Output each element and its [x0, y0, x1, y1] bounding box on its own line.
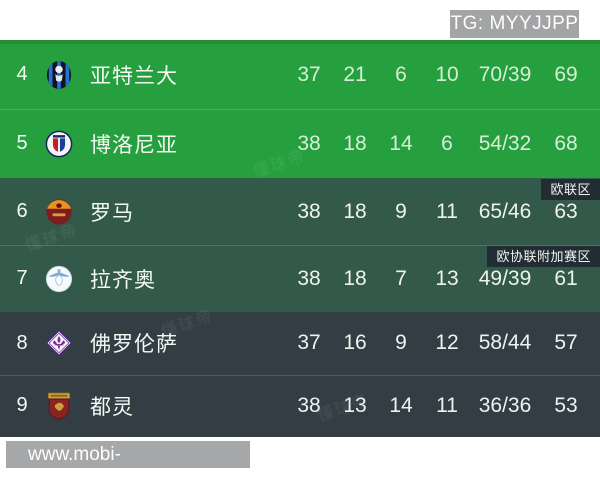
zone-badge-conference-playoff: 欧协联附加赛区: [487, 246, 600, 267]
site-url-badge: www.mobi-12betsport.com: [6, 441, 250, 480]
rank-label: 8: [16, 331, 28, 354]
stat-played: 38: [297, 199, 321, 223]
stat-drawn: 7: [395, 266, 407, 290]
stat-played: 38: [297, 131, 321, 155]
team-name: 拉齐奥: [90, 268, 156, 292]
rank-label: 7: [16, 267, 28, 289]
stat-goals: 36/36: [478, 393, 532, 417]
stat-drawn: 14: [389, 393, 413, 417]
rank-label: 9: [16, 394, 28, 417]
stat-points: 53: [554, 393, 578, 417]
rank-label: 6: [16, 200, 28, 222]
stat-lost: 6: [441, 131, 453, 155]
stat-points: 63: [554, 199, 578, 223]
stat-goals: 49/39: [478, 266, 532, 290]
stat-lost: 13: [435, 266, 459, 290]
table-row[interactable]: 8 佛罗伦萨 37 16 9 12 58/44 57: [0, 312, 600, 375]
bologna-logo-icon: [44, 128, 74, 160]
stat-lost: 12: [435, 331, 459, 355]
stat-drawn: 6: [395, 62, 407, 86]
stat-goals: 70/39: [478, 62, 532, 86]
stat-played: 37: [297, 331, 321, 355]
stat-played: 37: [297, 62, 321, 86]
team-name: 佛罗伦萨: [90, 333, 178, 357]
torino-logo-icon: [44, 390, 74, 422]
stat-points: 61: [554, 266, 578, 290]
stat-points: 68: [554, 131, 578, 155]
fiorentina-logo-icon: [44, 327, 74, 359]
rank-label: 4: [16, 63, 28, 85]
stat-won: 21: [343, 62, 367, 86]
stat-won: 18: [343, 266, 367, 290]
stat-goals: 54/32: [478, 131, 532, 155]
stat-won: 16: [343, 331, 367, 355]
stat-drawn: 14: [389, 131, 413, 155]
team-name: 博洛尼亚: [90, 133, 178, 157]
atalanta-logo-icon: [44, 59, 74, 91]
team-name: 亚特兰大: [90, 64, 178, 88]
stat-lost: 10: [435, 62, 459, 86]
lazio-logo-icon: [44, 263, 74, 295]
stat-drawn: 9: [395, 331, 407, 355]
stat-goals: 58/44: [478, 331, 532, 355]
stat-points: 57: [554, 331, 578, 355]
telegram-ad-badge: TG: MYYJJPP: [450, 10, 579, 38]
table-row[interactable]: 欧联区 6 罗马 38 18 9 11 65/46 63: [0, 178, 600, 245]
table-row[interactable]: 9 都灵 38 13 14 11 36/36 53: [0, 374, 600, 437]
roma-logo-icon: [44, 196, 74, 228]
stat-won: 18: [343, 131, 367, 155]
table-row[interactable]: 4 亚特兰大 37 21 6 10 70/39: [0, 40, 600, 109]
zone-badge-europa-league: 欧联区: [541, 179, 600, 200]
stat-lost: 11: [436, 393, 458, 417]
team-name: 罗马: [90, 201, 134, 225]
standings-table: 4 亚特兰大 37 21 6 10 70/39: [0, 40, 600, 437]
stat-points: 69: [554, 62, 578, 86]
table-row[interactable]: 5 博洛尼亚 38 18 14 6 54/32 68: [0, 109, 600, 178]
stat-played: 38: [297, 266, 321, 290]
stat-lost: 11: [436, 199, 458, 223]
team-name: 都灵: [90, 395, 134, 419]
stat-won: 18: [343, 199, 367, 223]
stat-won: 13: [343, 393, 367, 417]
stat-drawn: 9: [395, 199, 407, 223]
stat-goals: 65/46: [478, 199, 532, 223]
table-row[interactable]: 欧协联附加赛区 7 拉齐奥 38 18 7 13 49/39 61: [0, 245, 600, 312]
stat-played: 38: [297, 393, 321, 417]
rank-label: 5: [16, 132, 28, 154]
